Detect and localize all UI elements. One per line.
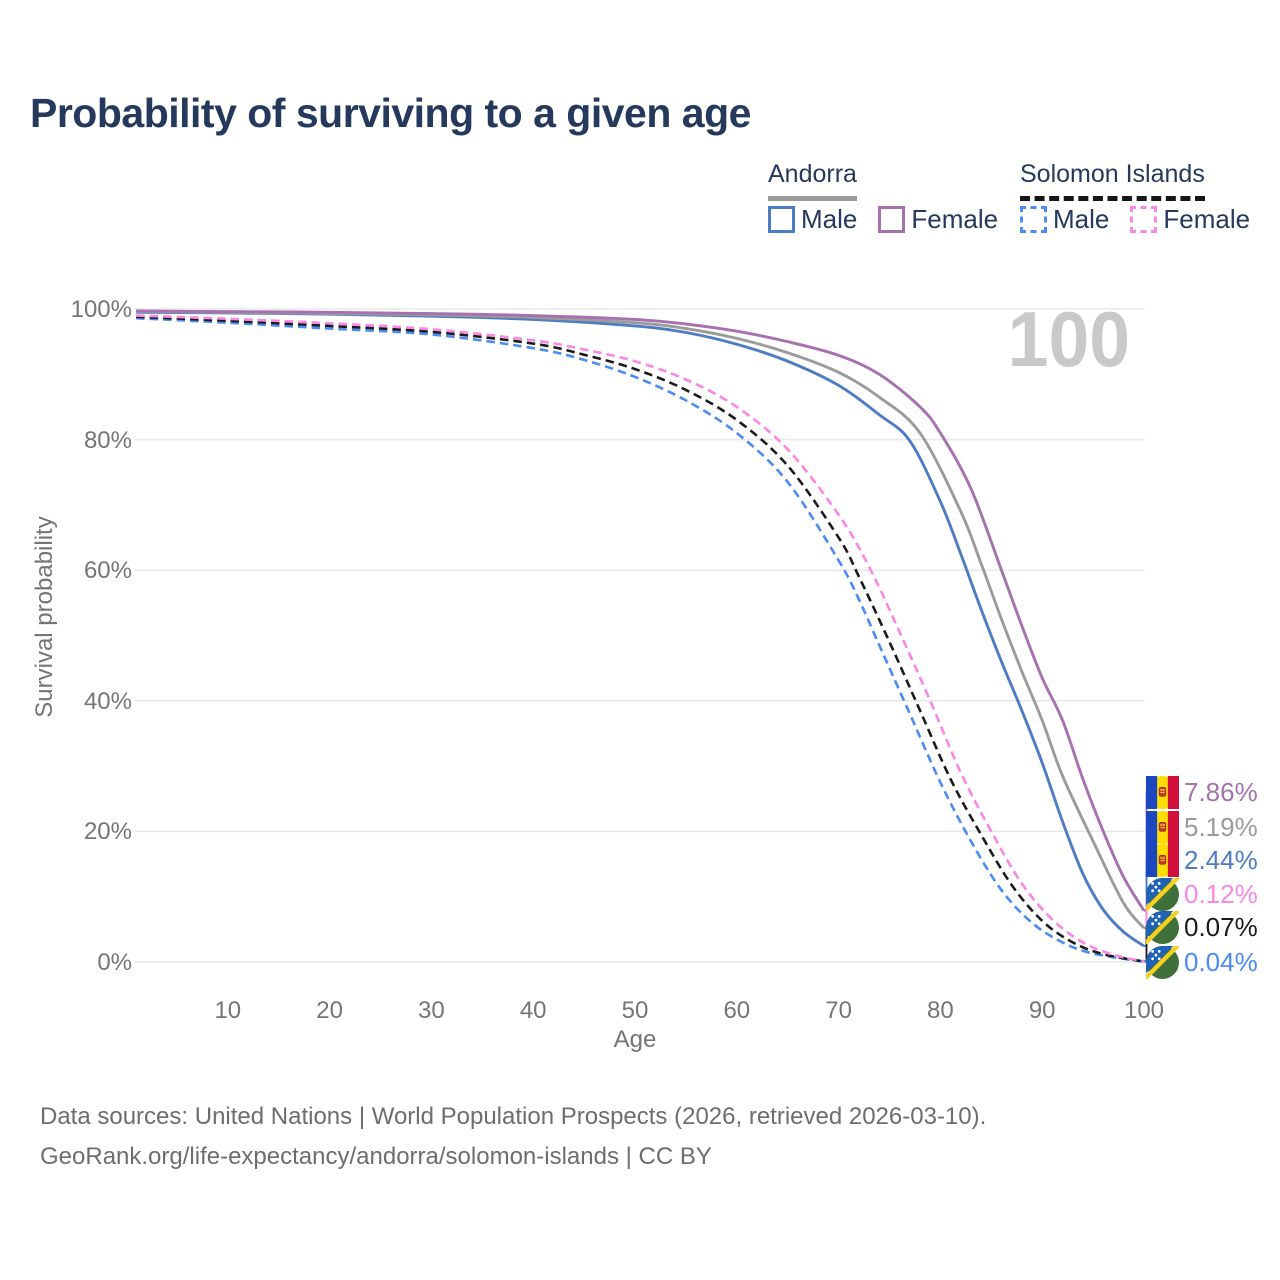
y-tick-label: 80% xyxy=(83,426,132,454)
y-tick-label: 40% xyxy=(83,687,132,715)
y-tick-label: 60% xyxy=(83,557,132,585)
x-axis-title: Age xyxy=(613,1026,657,1053)
legend-group-solomon-islands-header: Solomon Islands xyxy=(1020,160,1205,201)
end-label-value: 0.04% xyxy=(1184,946,1258,977)
solomon-islands-flag-icon xyxy=(1146,910,1179,944)
end-label-row: 2.44% xyxy=(1146,842,1258,878)
end-label-value: 5.19% xyxy=(1184,811,1258,842)
andorra-flag-icon xyxy=(1146,843,1179,877)
legend-item-andorra-male[interactable]: Male xyxy=(768,204,857,235)
andorra-female-line-swatch-icon xyxy=(878,206,906,233)
current-age-watermark: 100 xyxy=(1007,295,1130,383)
x-tick-label: 50 xyxy=(621,997,649,1024)
solomon-male-line-swatch-icon xyxy=(1020,206,1047,233)
legend-item-label: Female xyxy=(911,204,999,234)
curve-andorra-both[interactable] xyxy=(136,310,1146,930)
y-tick-label: 20% xyxy=(83,818,132,846)
x-tick-label: 90 xyxy=(1028,997,1056,1024)
x-tick-label: 60 xyxy=(723,997,751,1024)
legend-group-andorra-items: Male Female xyxy=(768,204,1019,235)
curve-solomon-islands-male[interactable] xyxy=(136,316,1145,964)
end-label-value: 0.07% xyxy=(1184,911,1258,942)
x-tick-label: 100 xyxy=(1123,997,1165,1024)
footer: Data sources: United Nations | World Pop… xyxy=(40,1097,986,1177)
page-title: Probability of surviving to a given age xyxy=(30,90,751,136)
curve-andorra-male[interactable] xyxy=(136,310,1145,948)
curve-solomon-islands-both[interactable] xyxy=(136,315,1145,963)
end-label-row: 0.04% xyxy=(1146,944,1258,980)
legend-item-label: Female xyxy=(1163,204,1251,234)
curve-andorra-female[interactable] xyxy=(136,309,1146,912)
legend-group-andorra-header: Andorra xyxy=(768,160,857,201)
x-tick-label: 10 xyxy=(214,997,242,1024)
end-label-value: 7.86% xyxy=(1184,776,1258,807)
y-tick-label: 0% xyxy=(97,949,132,976)
legend-item-andorra-female[interactable]: Female xyxy=(878,204,998,235)
legend-item-label: Male xyxy=(801,204,858,234)
x-tick-label: 70 xyxy=(825,997,852,1024)
solomon-islands-flag-icon xyxy=(1146,877,1179,911)
x-tick-label: 40 xyxy=(519,997,547,1024)
attribution-line: GeoRank.org/life-expectancy/andorra/solo… xyxy=(40,1143,712,1170)
y-axis-title: Survival probability xyxy=(31,516,58,718)
end-label-row: 7.86% xyxy=(1146,774,1258,810)
x-tick-label: 20 xyxy=(316,997,343,1024)
end-label-value: 0.12% xyxy=(1184,878,1258,909)
end-label-row: 0.07% xyxy=(1146,909,1258,945)
solomon-islands-flag-icon xyxy=(1146,945,1179,979)
andorra-male-line-swatch-icon xyxy=(768,206,795,233)
legend-group-solomon-islands-items: Male Female xyxy=(1020,204,1271,235)
legend-item-label: Male xyxy=(1053,204,1110,234)
end-label-row: 0.12% xyxy=(1146,876,1258,912)
data-sources-line: Data sources: United Nations | World Pop… xyxy=(40,1103,987,1130)
x-tick-label: 30 xyxy=(418,997,445,1024)
end-label-row: 5.19% xyxy=(1146,809,1258,845)
x-tick-label: 80 xyxy=(927,997,954,1024)
legend-item-solomon-female[interactable]: Female xyxy=(1130,204,1250,235)
legend-item-solomon-male[interactable]: Male xyxy=(1020,204,1109,235)
curve-solomon-islands-female[interactable] xyxy=(136,314,1145,963)
end-label-value: 2.44% xyxy=(1184,844,1258,875)
solomon-female-line-swatch-icon xyxy=(1130,206,1158,233)
andorra-flag-icon xyxy=(1146,775,1179,809)
y-tick-label: 100% xyxy=(70,296,132,323)
andorra-flag-icon xyxy=(1146,810,1179,844)
